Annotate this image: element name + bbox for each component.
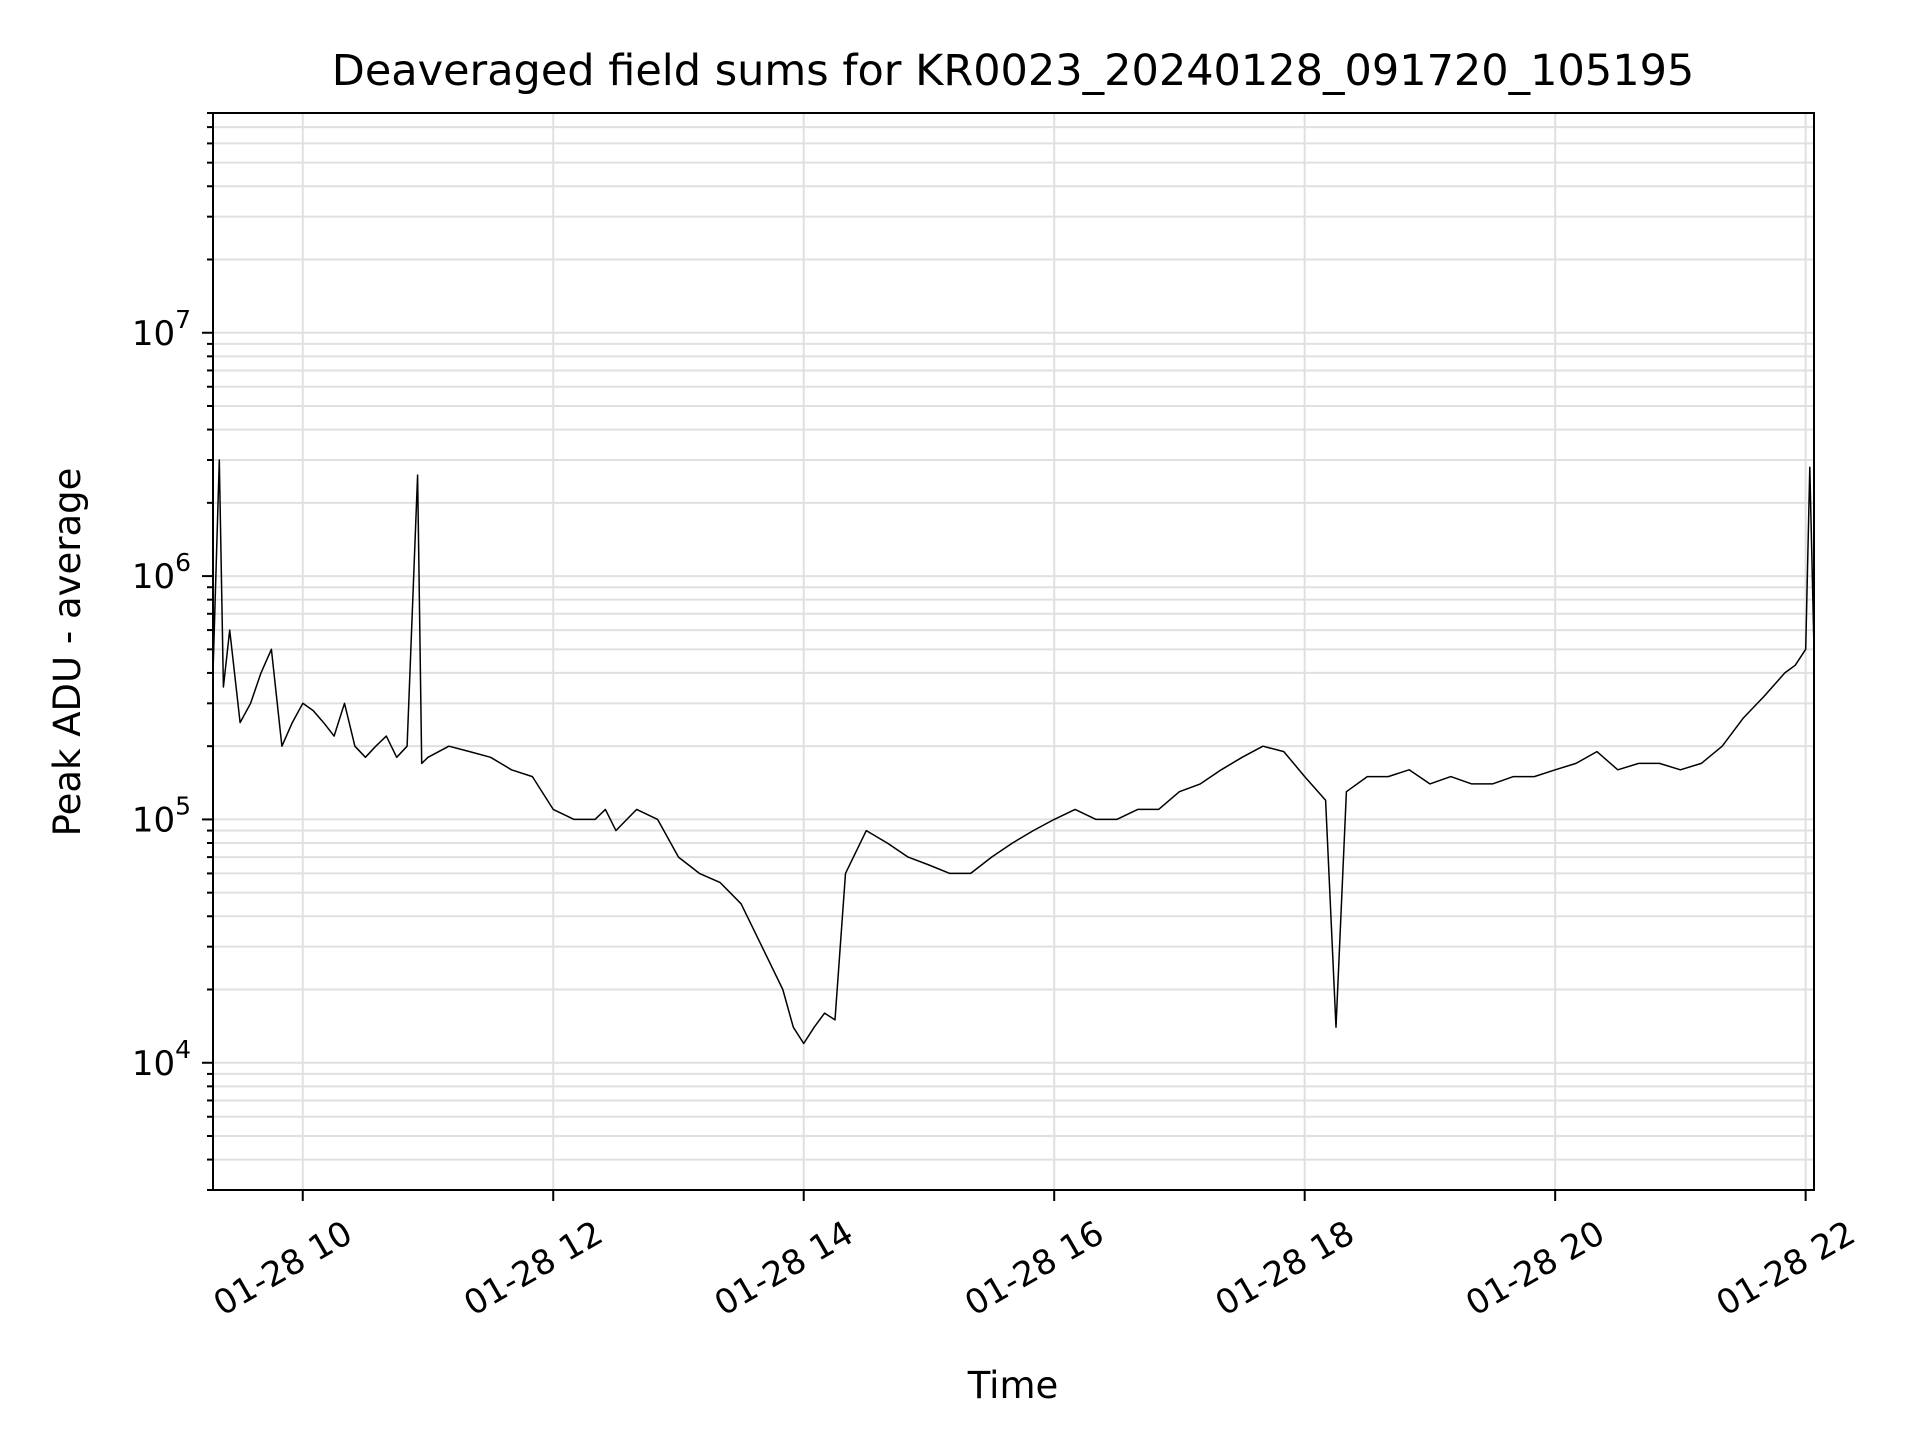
y-tick-label: 107 bbox=[132, 305, 191, 354]
y-tick-label: 105 bbox=[132, 791, 191, 840]
grid bbox=[213, 112, 1814, 1191]
x-axis-label: Time bbox=[967, 1364, 1059, 1407]
x-tick-label: 01-28 16 bbox=[958, 1213, 1110, 1324]
y-axis: 104 105 106 107 bbox=[132, 112, 213, 1191]
chart-title: Deaveraged field sums for KR0023_2024012… bbox=[332, 46, 1695, 96]
x-tick-label: 01-28 22 bbox=[1710, 1213, 1862, 1324]
x-tick-label: 01-28 14 bbox=[708, 1213, 860, 1324]
x-axis: 01-28 10 01-28 12 01-28 14 01-28 16 01-28 18… bbox=[207, 1190, 1862, 1324]
y-tick-label: 106 bbox=[132, 548, 191, 597]
y-axis-label: Peak ADU - average bbox=[46, 468, 89, 837]
x-tick-label: 01-28 20 bbox=[1459, 1213, 1611, 1324]
series-layer bbox=[213, 459, 1814, 1045]
series-line-0 bbox=[213, 459, 1814, 1045]
x-tick-label: 01-28 18 bbox=[1209, 1213, 1361, 1324]
x-tick-label: 01-28 10 bbox=[207, 1213, 359, 1324]
x-tick-label: 01-28 12 bbox=[457, 1213, 609, 1324]
plot-frame bbox=[212, 112, 1815, 1191]
y-tick-label: 104 bbox=[132, 1035, 191, 1084]
